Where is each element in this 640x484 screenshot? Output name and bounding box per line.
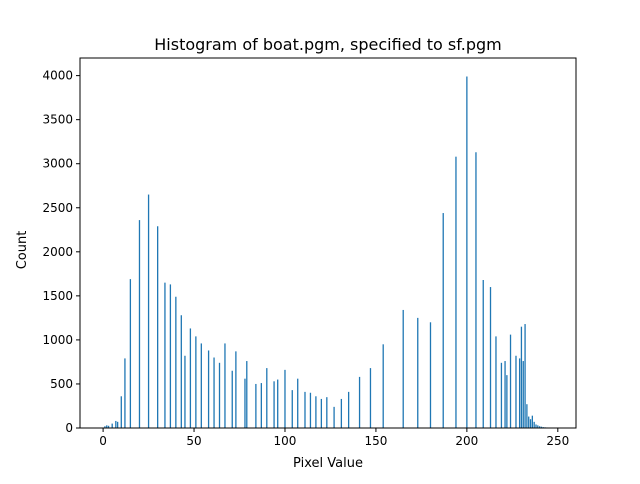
x-tick-label: 250 <box>546 434 569 448</box>
histogram-bar <box>130 279 131 428</box>
histogram-bar <box>277 380 278 428</box>
histogram-bar <box>184 356 185 428</box>
histogram-bar <box>521 327 522 428</box>
histogram-bar <box>124 358 125 428</box>
histogram-bar <box>244 379 245 428</box>
histogram-bar <box>532 416 533 428</box>
histogram-bar <box>304 392 305 428</box>
histogram-bar <box>523 361 524 428</box>
histogram-bar <box>315 396 316 428</box>
y-tick-label: 4000 <box>42 69 73 83</box>
x-tick-label: 200 <box>455 434 478 448</box>
histogram-bar <box>506 375 507 428</box>
histogram-bar <box>370 368 371 428</box>
histogram-bar <box>443 213 444 428</box>
histogram-bar <box>235 351 236 428</box>
histogram-bar <box>333 407 334 428</box>
y-tick-label: 2500 <box>42 201 73 215</box>
y-tick-label: 1500 <box>42 289 73 303</box>
histogram-bar <box>148 195 149 428</box>
x-tick-label: 0 <box>99 434 107 448</box>
histogram-bar <box>403 310 404 428</box>
histogram-bar <box>430 322 431 428</box>
histogram-bar <box>326 397 327 428</box>
histogram-bar <box>341 399 342 428</box>
y-tick-label: 2000 <box>42 245 73 259</box>
histogram-bar <box>535 424 536 428</box>
chart-title: Histogram of boat.pgm, specified to sf.p… <box>154 35 501 54</box>
histogram-bar <box>219 363 220 428</box>
histogram-bar <box>157 226 158 428</box>
x-tick-label: 50 <box>186 434 201 448</box>
x-tick-label: 150 <box>364 434 387 448</box>
y-tick-label: 3000 <box>42 157 73 171</box>
x-tick-label: 100 <box>274 434 297 448</box>
histogram-bar <box>504 361 505 428</box>
histogram-bar <box>501 363 502 428</box>
histogram-bar <box>292 390 293 428</box>
histogram-bar <box>321 399 322 428</box>
histogram-bar <box>455 157 456 428</box>
histogram-bar <box>164 283 165 428</box>
histogram-bar <box>528 417 529 428</box>
histogram-bar <box>519 358 520 428</box>
x-axis-label: Pixel Value <box>293 456 363 471</box>
histogram-bar <box>515 356 516 428</box>
histogram-bar <box>297 379 298 428</box>
histogram-bar <box>201 343 202 428</box>
histogram-bar <box>121 396 122 428</box>
histogram-bar <box>255 384 256 428</box>
histogram-bar <box>190 328 191 428</box>
histogram-bar <box>483 280 484 428</box>
histogram-bar <box>348 392 349 428</box>
histogram-bar <box>261 383 262 428</box>
histogram-bar <box>510 335 511 428</box>
y-axis-label: Count <box>15 231 30 270</box>
histogram-bar <box>175 297 176 428</box>
y-tick-label: 3500 <box>42 113 73 127</box>
y-tick-label: 1000 <box>42 333 73 347</box>
histogram-bar <box>208 350 209 428</box>
histogram-bar <box>495 336 496 428</box>
histogram-bar <box>117 422 118 428</box>
histogram-bar <box>115 421 116 428</box>
histogram-bar <box>417 318 418 428</box>
histogram-bar <box>246 361 247 428</box>
histogram-bar <box>534 422 535 428</box>
histogram-bar <box>213 358 214 428</box>
histogram-bar <box>490 287 491 428</box>
histogram-bar <box>266 368 267 428</box>
histogram-bar <box>475 152 476 428</box>
histogram-bar <box>530 419 531 428</box>
y-tick-label: 500 <box>50 377 73 391</box>
histogram-bar <box>273 381 274 428</box>
histogram-bar <box>466 77 467 429</box>
histogram-bar <box>224 343 225 428</box>
histogram-bar <box>195 336 196 428</box>
histogram-bar <box>170 284 171 428</box>
histogram-bar <box>232 371 233 428</box>
histogram-bar <box>112 424 113 428</box>
histogram-bar <box>310 393 311 428</box>
histogram-bar <box>524 324 525 428</box>
y-tick-label: 0 <box>65 421 73 435</box>
histogram-bar <box>284 370 285 428</box>
histogram-bar <box>359 377 360 428</box>
histogram-bar <box>139 220 140 428</box>
histogram-bar <box>526 404 527 428</box>
histogram-bar <box>181 315 182 428</box>
histogram-bar <box>383 344 384 428</box>
